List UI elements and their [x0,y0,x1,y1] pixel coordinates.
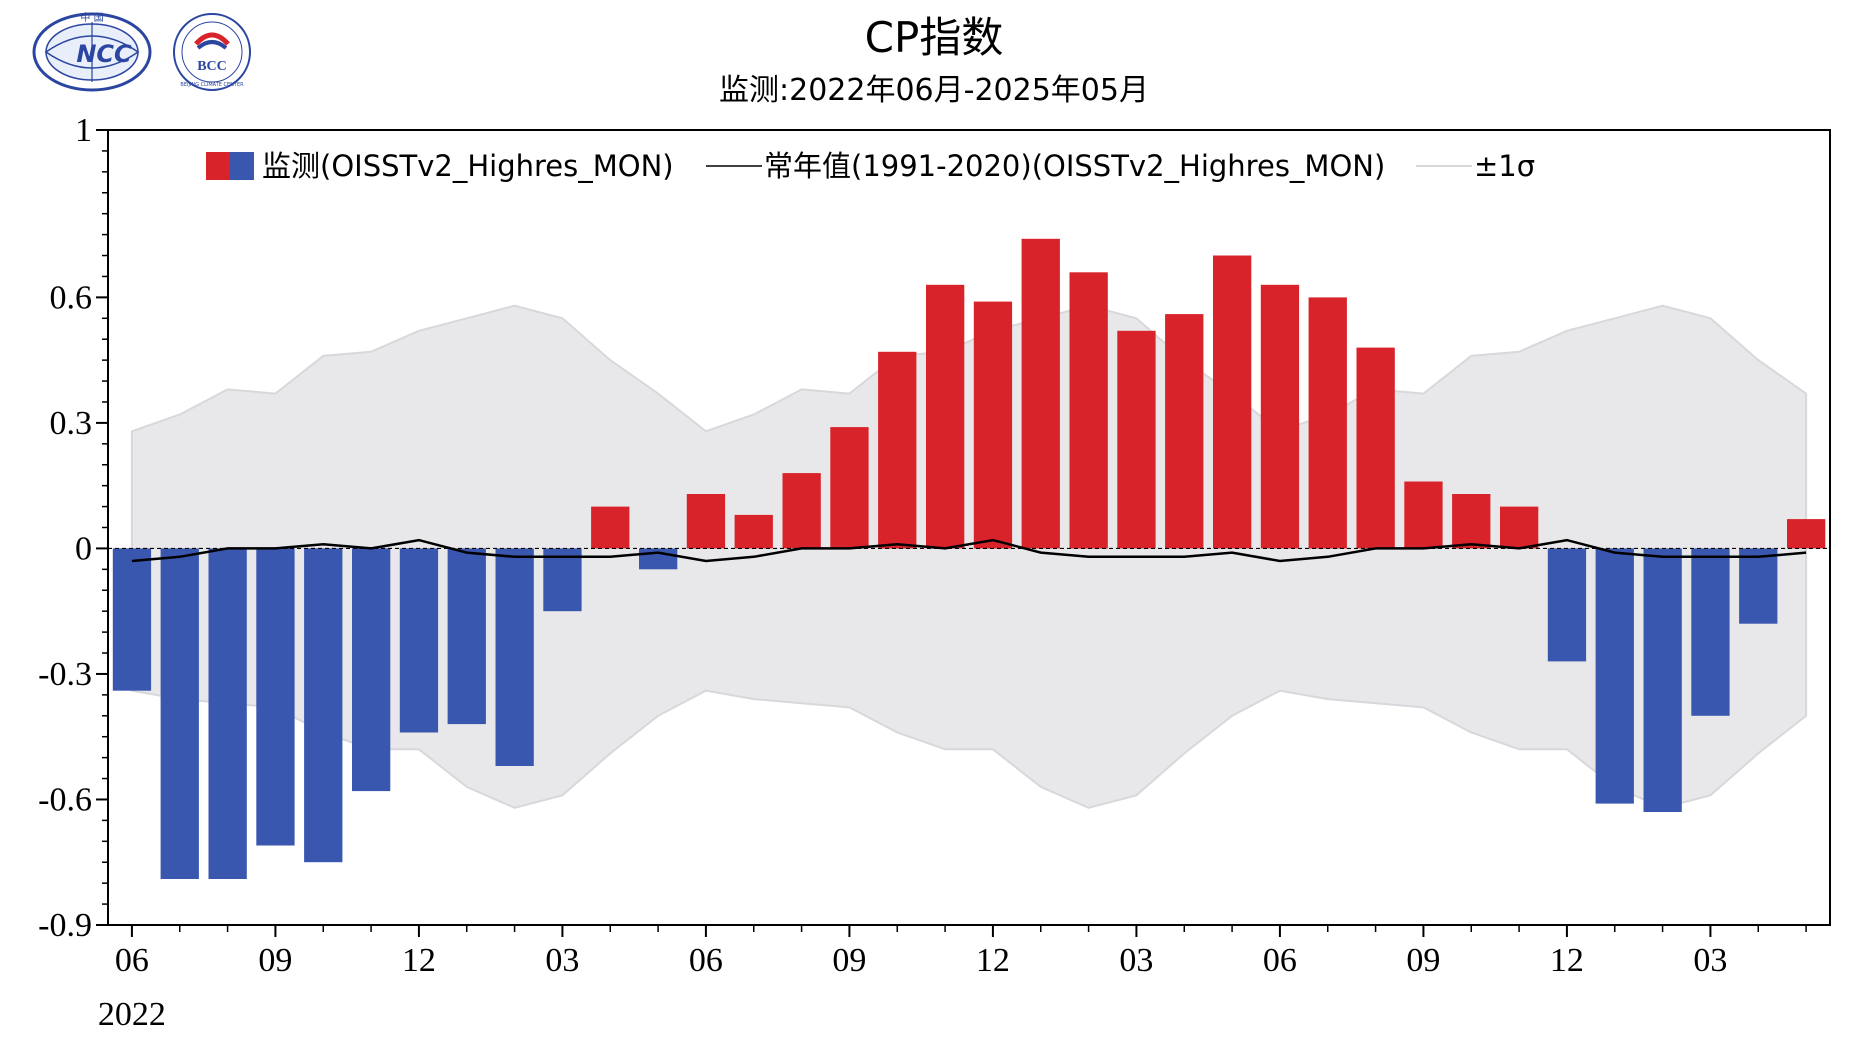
bar [926,284,965,549]
y-tick-label: 1 [75,112,92,149]
x-tick-label: 06 [115,942,149,979]
bar [160,548,199,879]
legend-swatch-negative [230,152,254,180]
bar [878,351,917,549]
bar [1308,297,1347,549]
bar [352,548,391,792]
legend: 监测(OISSTv2_Highres_MON) 常年值(1991-2020)(OI… [206,149,1535,183]
bar [1356,347,1395,549]
x-tick-label: 12 [402,942,436,979]
y-tick-label: -0.9 [38,907,92,944]
bar [782,473,821,549]
ncc-logo-top-text: 中 国 [80,11,103,24]
ncc-logo: 中 国 NCC [32,11,152,92]
x-tick-label: 12 [1550,942,1584,979]
x-tick-label: 12 [976,942,1010,979]
bar [1117,330,1156,549]
y-tick-label: 0.6 [50,279,93,316]
normal-line-layer [131,538,1807,563]
bar [1787,519,1826,549]
bar [591,506,630,549]
x-tick-label: 09 [832,942,866,979]
bar [734,514,773,549]
bar [1691,548,1730,716]
bcc-logo: BCC BEIJING CLIMATE CENTER [173,13,251,91]
bar [208,548,247,879]
ncc-logo-text: NCC [76,40,132,68]
y-tick-label: 0.3 [50,405,93,442]
legend-label-sigma: ±1σ [1474,149,1535,183]
bar [973,301,1013,549]
bar [830,427,869,549]
axes-layer: 1 0.6 0.3 0 -0.3 -0.6 -0.9 06 09 12 03 06 09 12 03 06 09… [38,112,1831,1033]
bar [1069,272,1108,549]
bar [495,548,534,766]
bar [1213,255,1252,549]
bcc-logo-ring-text: BEIJING CLIMATE CENTER [180,82,244,88]
y-tick-label: -0.6 [38,781,92,818]
x-year-label: 2022 [98,996,166,1033]
bar [256,548,295,846]
bar [1500,506,1539,549]
normal-line [131,538,1807,563]
x-tick-label: 09 [258,942,292,979]
x-tick-label: 03 [1693,942,1727,979]
x-tick-label: 09 [1406,942,1440,979]
legend-label-observed: 监测(OISSTv2_Highres_MON) [262,149,674,183]
bcc-logo-text: BCC [197,59,227,74]
bar [112,548,152,691]
bar [1260,284,1300,549]
x-tick-label: 06 [689,942,723,979]
bar [1547,548,1587,662]
chart-subtitle: 监测:2022年06月-2025年05月 [719,73,1149,108]
bar [1021,238,1060,549]
bars-layer [112,238,1826,879]
y-tick-label: 0 [75,530,92,567]
y-tick-label: -0.3 [38,656,92,693]
chart-title: CP指数 [865,13,1004,62]
x-tick-label: 03 [545,942,579,979]
x-tick-label: 03 [1119,942,1153,979]
bar [1739,548,1778,624]
bar [447,548,486,725]
bar [686,494,726,549]
bar [1165,314,1204,549]
legend-label-normal: 常年值(1991-2020)(OISSTv2_Highres_MON) [764,149,1385,183]
bar [399,548,439,733]
bar [1452,494,1491,549]
bar [1404,481,1443,549]
bar [543,548,582,612]
bar [1643,548,1682,812]
legend-swatch-positive [206,152,230,180]
bar [1595,548,1634,804]
bar [304,548,343,863]
x-tick-label: 06 [1263,942,1297,979]
